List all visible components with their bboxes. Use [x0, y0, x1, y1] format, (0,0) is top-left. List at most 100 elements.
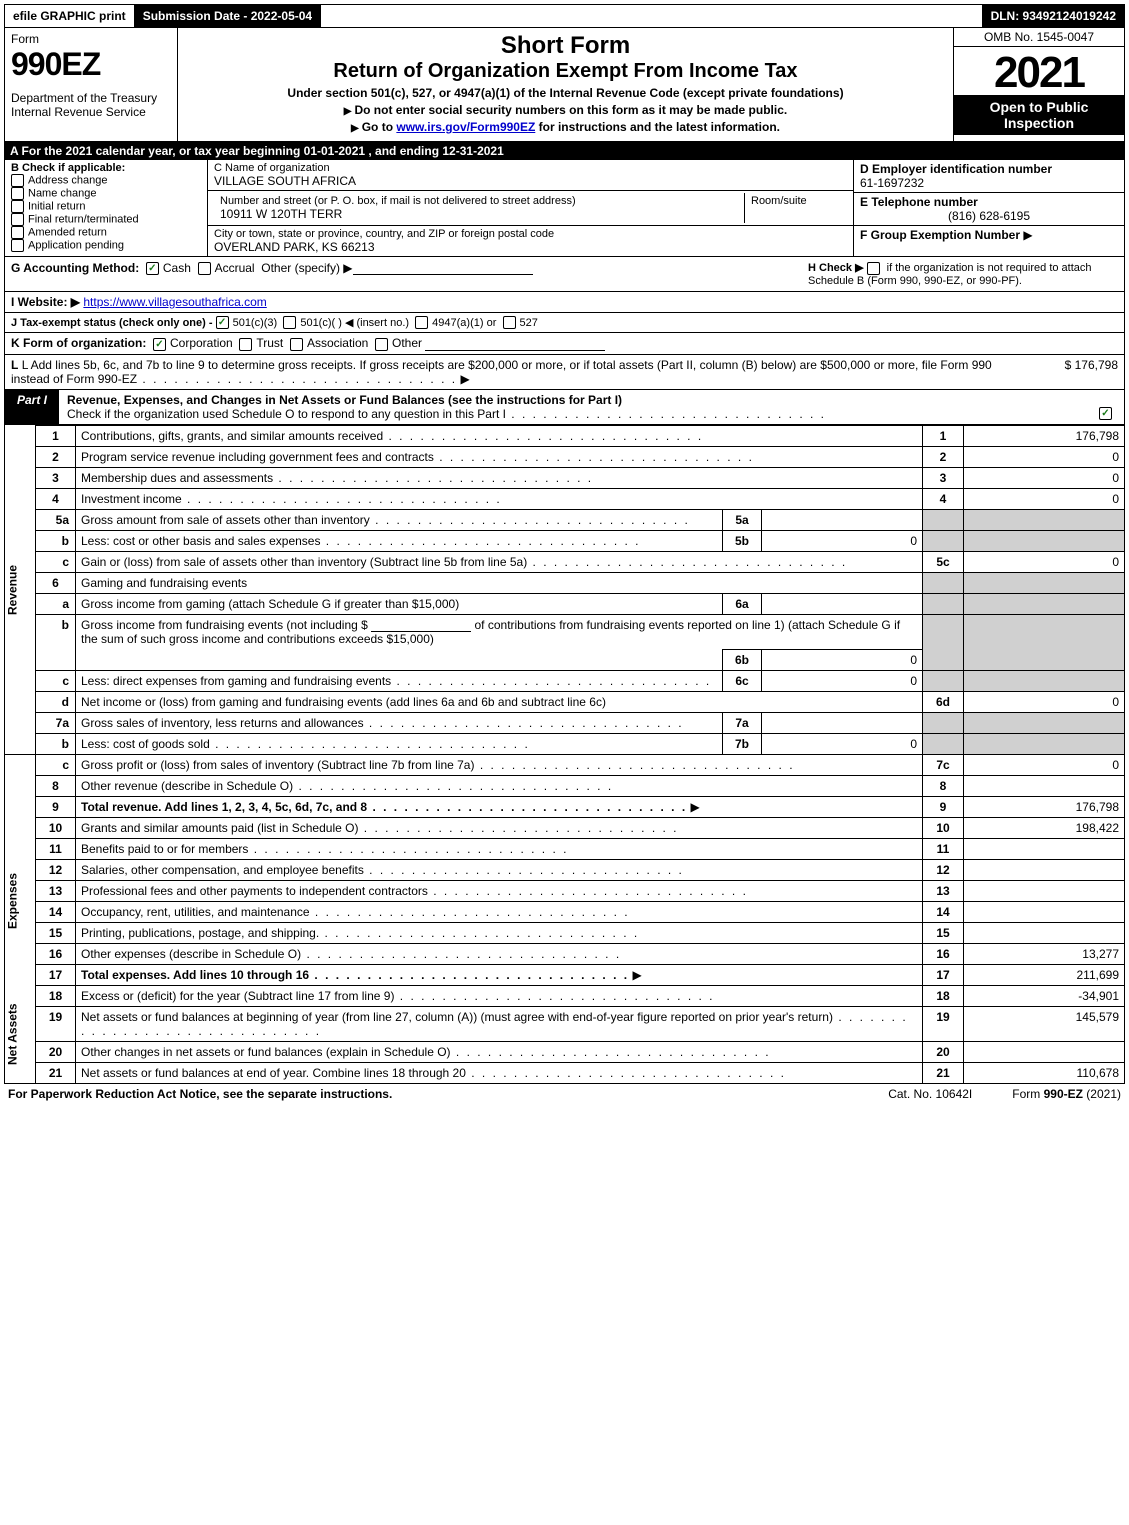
form-number: 990EZ [11, 46, 171, 83]
e-phone: (816) 628-6195 [860, 209, 1118, 223]
checkbox-other-org[interactable] [375, 338, 388, 351]
line-3-amount: 0 [964, 467, 1125, 488]
opt-association: Association [307, 336, 368, 350]
line-11-amount [964, 838, 1125, 859]
line-6b-shade [923, 614, 964, 649]
room-suite-label: Room/suite [751, 195, 841, 207]
checkbox-trust[interactable] [239, 338, 252, 351]
instr-goto: Go to www.irs.gov/Form990EZ for instruct… [182, 120, 949, 134]
open-to-public: Open to Public Inspection [954, 95, 1124, 135]
c-street-label: Number and street (or P. O. box, if mail… [220, 195, 738, 207]
e-phone-label: E Telephone number [860, 195, 1118, 209]
i-label: I Website: ▶ [11, 295, 80, 309]
line-12-box: 12 [923, 859, 964, 880]
line-13-text: Professional fees and other payments to … [81, 884, 748, 898]
line-1-num: 1 [36, 425, 76, 446]
opt-other-specify: Other (specify) ▶ [261, 261, 352, 275]
entity-block: B Check if applicable: Address change Na… [4, 160, 1125, 257]
part-i-title-text: Revenue, Expenses, and Changes in Net As… [67, 393, 622, 407]
dln: DLN: 93492124019242 [982, 5, 1124, 27]
other-org-field[interactable] [425, 338, 605, 351]
line-7a-inlinebox: 7a [723, 712, 762, 733]
line-6a-inlinebox: 6a [723, 593, 762, 614]
line-6b-num: b [36, 614, 76, 670]
checkbox-association[interactable] [290, 338, 303, 351]
line-5c-amount: 0 [964, 551, 1125, 572]
b-label: B Check if applicable: [11, 162, 201, 174]
checkbox-501c[interactable] [283, 316, 296, 329]
checkbox-4947a1[interactable] [415, 316, 428, 329]
line-6b-pre: Gross income from fundraising events (no… [81, 618, 368, 632]
line-6b-blank[interactable] [371, 619, 471, 632]
column-b: B Check if applicable: Address change Na… [5, 160, 208, 256]
checkbox-527[interactable] [503, 316, 516, 329]
checkbox-cash[interactable] [146, 262, 159, 275]
form-word: Form [11, 32, 171, 46]
checkbox-address-change[interactable] [11, 174, 24, 187]
line-16-amount: 13,277 [964, 943, 1125, 964]
footer-center: Cat. No. 10642I [888, 1087, 972, 1101]
line-11-box: 11 [923, 838, 964, 859]
line-6-amount-shade [964, 572, 1125, 593]
c-name-label: C Name of organization [214, 162, 847, 174]
line-10-box: 10 [923, 817, 964, 838]
line-6b-shade2 [923, 649, 964, 670]
line-5b-num: b [36, 530, 76, 551]
checkbox-501c3[interactable] [216, 316, 229, 329]
f-arrow-icon: ▶ [1023, 228, 1032, 242]
checkbox-final-return[interactable] [11, 213, 24, 226]
arrow-icon-17: ▶ [632, 968, 641, 982]
checkbox-name-change[interactable] [11, 187, 24, 200]
line-8-text: Other revenue (describe in Schedule O) [81, 779, 613, 793]
checkbox-amended-return[interactable] [11, 226, 24, 239]
line-14-amount [964, 901, 1125, 922]
line-15-text: Printing, publications, postage, and shi… [81, 926, 639, 940]
line-7a-inlineval [762, 712, 923, 733]
line-18-text: Excess or (deficit) for the year (Subtra… [81, 989, 715, 1003]
line-19-num: 19 [36, 1006, 76, 1041]
checkbox-h[interactable] [867, 262, 880, 275]
submission-date: Submission Date - 2022-05-04 [135, 5, 321, 27]
line-6c-text: Less: direct expenses from gaming and fu… [81, 674, 711, 688]
checkbox-initial-return[interactable] [11, 200, 24, 213]
line-6b-text1: Gross income from fundraising events (no… [76, 614, 923, 649]
line-4-amount: 0 [964, 488, 1125, 509]
line-15-box: 15 [923, 922, 964, 943]
line-14-box: 14 [923, 901, 964, 922]
line-19-box: 19 [923, 1006, 964, 1041]
part-i-tab: Part I [5, 390, 59, 424]
checkbox-corporation[interactable] [153, 338, 166, 351]
line-7c-text: Gross profit or (loss) from sales of inv… [81, 758, 795, 772]
line-7a-num: 7a [36, 712, 76, 733]
revenue-label-cont [5, 754, 36, 775]
line-18-amount: -34,901 [964, 985, 1125, 1006]
line-17-text: Total expenses. Add lines 10 through 16 [81, 968, 629, 982]
line-2-amount: 0 [964, 446, 1125, 467]
column-def: D Employer identification number 61-1697… [853, 160, 1124, 256]
line-7a-amount-shade [964, 712, 1125, 733]
line-6a-text: Gross income from gaming (attach Schedul… [76, 593, 723, 614]
line-7b-shade [923, 733, 964, 754]
checkbox-application-pending[interactable] [11, 239, 24, 252]
opt-501c3: 501(c)(3) [233, 317, 278, 329]
line-6c-amount-shade [964, 670, 1125, 691]
line-6c-shade [923, 670, 964, 691]
opt-other-org: Other [392, 336, 422, 350]
l-amount: $ 176,798 [1018, 358, 1118, 386]
other-specify-field[interactable] [353, 262, 533, 275]
line-5a-amount-shade [964, 509, 1125, 530]
row-i: I Website: ▶ https://www.villagesouthafr… [4, 292, 1125, 313]
checkbox-accrual[interactable] [198, 262, 211, 275]
irs-link[interactable]: www.irs.gov/Form990EZ [396, 120, 535, 134]
line-1-text: Contributions, gifts, grants, and simila… [81, 429, 703, 443]
line-6c-num: c [36, 670, 76, 691]
line-9-box: 9 [923, 796, 964, 817]
line-7a-text: Gross sales of inventory, less returns a… [81, 716, 684, 730]
part-i-checkline: Check if the organization used Schedule … [67, 407, 826, 421]
dept-treasury: Department of the Treasury [11, 91, 171, 105]
line-6a-shade [923, 593, 964, 614]
checkbox-schedule-o[interactable] [1099, 407, 1112, 420]
line-2-num: 2 [36, 446, 76, 467]
website-link[interactable]: https://www.villagesouthafrica.com [83, 295, 266, 309]
line-7b-text: Less: cost of goods sold [81, 737, 530, 751]
